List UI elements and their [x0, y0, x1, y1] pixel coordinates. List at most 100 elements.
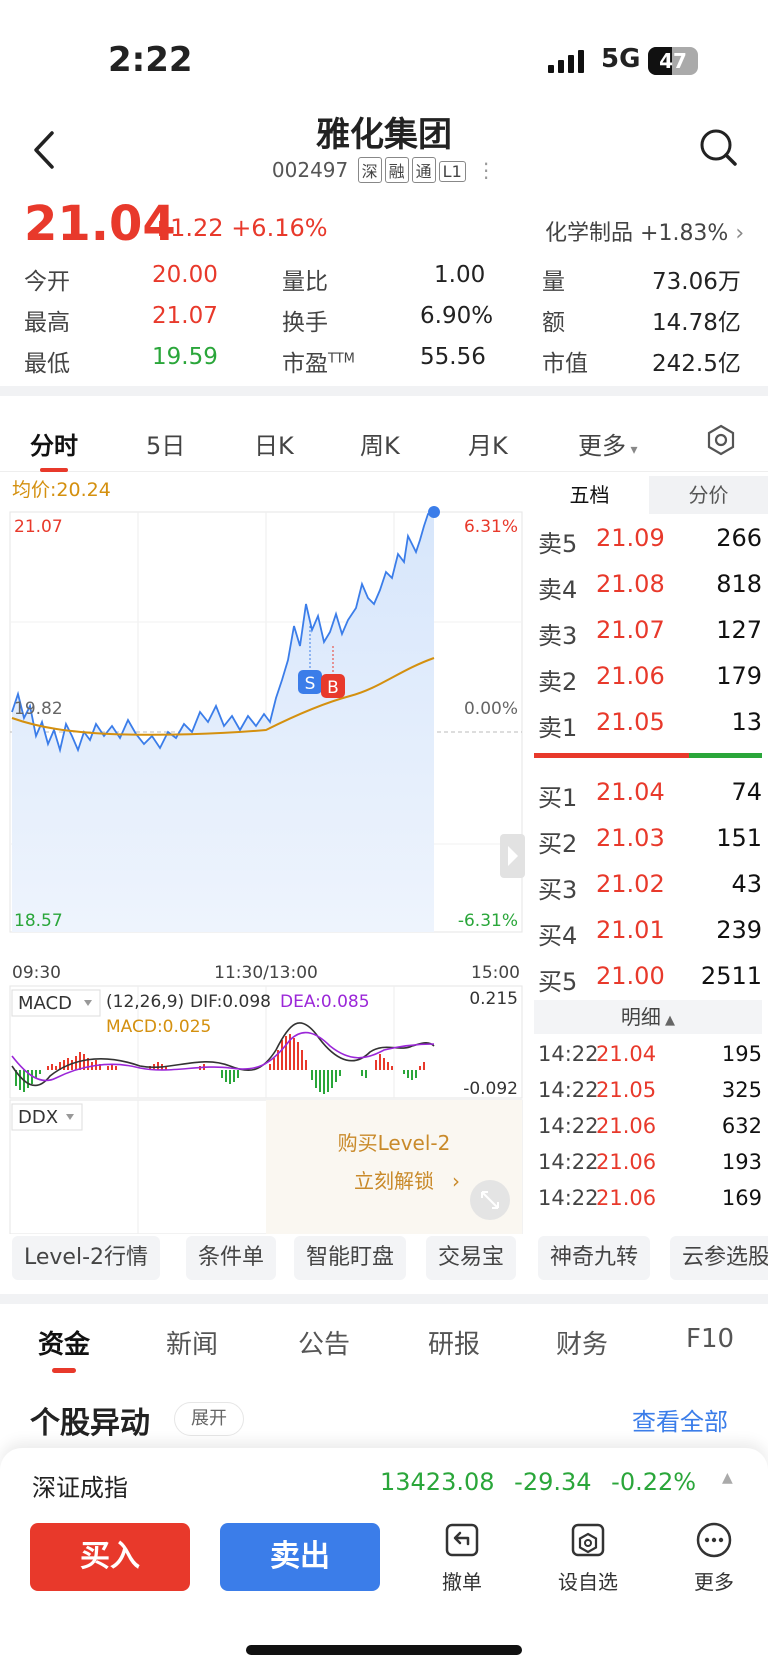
view-all-link[interactable]: 查看全部 — [632, 1408, 728, 1436]
macd-dea: DEA:0.085 — [280, 992, 370, 1012]
macd-histogram — [15, 1034, 425, 1094]
ddx-unlock-link[interactable]: 立刻解锁 — [354, 1169, 434, 1193]
macd-value: MACD:0.025 — [106, 1017, 211, 1037]
macd-dropdown-icon — [84, 1000, 92, 1006]
pct-mid-label: 0.00% — [464, 699, 518, 719]
index-quote[interactable]: 13423.08 -29.34 -0.22% — [380, 1468, 696, 1496]
stat-vol-ratio: 量比 — [282, 269, 328, 295]
ddx-promo-text: 购买Level-2 — [338, 1131, 451, 1155]
more-dots-icon[interactable]: ⋮ — [476, 158, 497, 182]
stat-pe-value: 55.56 — [420, 344, 486, 370]
triangle-up-icon: ▲ — [660, 1013, 676, 1028]
play-right-icon — [508, 846, 518, 866]
stat-volume-value: 73.06万 — [652, 269, 741, 295]
divider — [0, 386, 768, 396]
index-value: 13423.08 — [380, 1468, 495, 1496]
stat-open: 今开 — [24, 269, 70, 295]
macd-params: (12,26,9) — [106, 992, 184, 1012]
tab-price-dist[interactable]: 分价 — [649, 476, 768, 514]
ddx-dropdown-icon — [66, 1114, 74, 1120]
avg-price-label: 均价:20.24 — [12, 479, 111, 501]
stat-mktcap-value: 242.5亿 — [652, 351, 741, 377]
chip-trade-treasure[interactable]: 交易宝 — [426, 1236, 517, 1280]
x-label-close: 15:00 — [471, 963, 520, 983]
watchlist-icon — [571, 1523, 605, 1557]
buy-button[interactable]: 买入 — [30, 1523, 190, 1591]
sector-name: 化学制品 — [545, 221, 634, 246]
tab-financials[interactable]: 财务 — [556, 1330, 609, 1360]
chart-svg: S B 均价:20.24 21.07 19.82 18.57 6.31% 0.0… — [9, 479, 525, 1235]
index-pct: -0.22% — [611, 1468, 697, 1496]
stat-low: 最低 — [24, 351, 70, 377]
stat-high: 最高 — [24, 310, 70, 336]
current-price: 21.04 — [24, 196, 176, 252]
tab-weekly-k[interactable]: 周K — [360, 432, 400, 460]
macd-top: 0.215 — [469, 989, 518, 1009]
intraday-chart[interactable]: S B 均价:20.24 21.07 19.82 18.57 6.31% 0.0… — [0, 474, 525, 1235]
tab-research[interactable]: 研报 — [428, 1330, 481, 1360]
expand-button[interactable]: 展开 — [174, 1402, 244, 1436]
price-line — [11, 513, 434, 754]
network-label: 5G — [601, 44, 641, 74]
chip-smart-watch[interactable]: 智能盯盘 — [294, 1236, 407, 1280]
tag-shen: 深 — [357, 157, 382, 183]
macd-select-label: MACD — [18, 993, 72, 1014]
tab-five-levels[interactable]: 五档 — [530, 476, 649, 514]
stat-turnover: 换手 — [282, 310, 328, 336]
chip-cloud-stock[interactable]: 云参选股 — [670, 1236, 768, 1280]
stat-low-value: 19.59 — [152, 344, 218, 370]
sector-percent: +1.83% — [640, 221, 729, 246]
cancel-order-icon — [445, 1523, 479, 1557]
home-indicator[interactable] — [246, 1645, 522, 1655]
chip-nine-turns[interactable]: 神奇九转 — [538, 1236, 651, 1280]
sell-marker — [298, 670, 322, 694]
y-high-label: 21.07 — [14, 517, 63, 537]
last-price-dot — [428, 506, 440, 518]
search-icon[interactable] — [698, 127, 738, 167]
stat-open-value: 20.00 — [152, 262, 218, 288]
x-label-open: 09:30 — [12, 963, 61, 983]
cancel-order-button[interactable]: 撤单 — [422, 1520, 502, 1595]
battery-icon: 47 — [648, 47, 698, 75]
sector-link[interactable]: 化学制品 +1.83% › — [545, 215, 744, 247]
stat-turnover-value: 6.90% — [420, 303, 494, 329]
stock-name: 雅化集团 — [316, 115, 452, 155]
tab-news[interactable]: 新闻 — [166, 1330, 219, 1360]
tool-chips: Level-2行情 条件单 智能盯盘 交易宝 神奇九转 云参选股 — [0, 1236, 768, 1288]
chip-level2[interactable]: Level-2行情 — [12, 1236, 161, 1280]
index-change: -29.34 — [514, 1468, 592, 1496]
chevron-right-icon: › — [735, 221, 745, 246]
change-percent: +6.16% — [231, 214, 328, 242]
tab-monthly-k[interactable]: 月K — [468, 432, 508, 460]
tab-announcements[interactable]: 公告 — [298, 1330, 351, 1360]
add-watchlist-button[interactable]: 设自选 — [548, 1520, 628, 1595]
tab-funds[interactable]: 资金 — [38, 1324, 90, 1373]
order-book-tabs: 五档 分价 — [530, 476, 768, 514]
price-change: +1.22 +6.16% — [150, 214, 328, 242]
index-name: 深证成指 — [32, 1474, 128, 1502]
section-title: 个股异动 — [30, 1406, 150, 1441]
dea-line — [11, 1031, 435, 1082]
settings-hexagon-icon[interactable] — [705, 424, 737, 456]
triangle-up-icon[interactable]: ▲ — [722, 1470, 733, 1486]
macd-dif: DIF:0.098 — [190, 992, 271, 1012]
sell-button[interactable]: 卖出 — [220, 1523, 380, 1591]
tab-more[interactable]: 更多 ▾ — [578, 432, 638, 460]
more-button[interactable]: 更多 — [674, 1520, 754, 1595]
detail-toggle[interactable]: 明细 ▲ — [534, 1000, 762, 1034]
chip-condition-order[interactable]: 条件单 — [186, 1236, 277, 1280]
signal-icon — [548, 50, 584, 73]
order-book: 五档 分价 卖5 21.09 266 卖4 21.08 818 卖3 21.07 127 卖… — [530, 476, 768, 1236]
tab-f10[interactable]: F10 — [686, 1324, 735, 1354]
stat-amount: 额 — [542, 310, 565, 336]
tab-intraday[interactable]: 分时 — [30, 426, 78, 472]
tag-rong: 融 — [384, 157, 409, 183]
tab-daily-k[interactable]: 日K — [254, 432, 294, 460]
tab-5day[interactable]: 5日 — [146, 432, 186, 460]
stock-code: 002497 — [271, 158, 349, 182]
status-time: 2:22 — [108, 40, 193, 80]
bottom-panel: 深证成指 13423.08 -29.34 -0.22% ▲ 买入 卖出 撤单 设… — [0, 1448, 768, 1670]
back-icon[interactable] — [26, 125, 66, 175]
ddx-unlock-chevron-icon: › — [452, 1169, 460, 1193]
macd-select — [11, 989, 101, 1017]
